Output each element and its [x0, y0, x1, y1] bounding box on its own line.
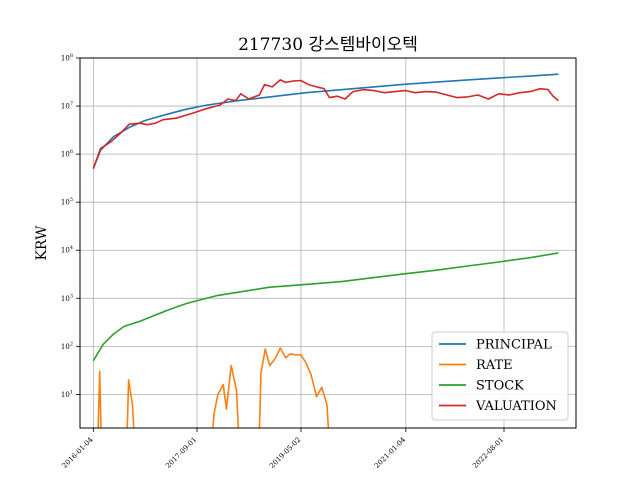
- legend-label-rate: RATE: [476, 358, 513, 373]
- y-tick-label: 102: [61, 341, 73, 351]
- y-tick-label: 108: [61, 53, 73, 63]
- plot-series: [92, 73, 559, 428]
- y-tick-label: 106: [61, 149, 73, 159]
- y-tick-label: 107: [61, 101, 73, 111]
- plot-frame: [79, 57, 577, 429]
- y-tick-label: 103: [61, 293, 73, 303]
- legend-label-valuation: VALUATION: [475, 399, 557, 414]
- y-axis-label: KRW: [34, 225, 50, 261]
- legend: PRINCIPAL RATE STOCK VALUATION: [431, 331, 569, 421]
- series-line-valuation: [92, 79, 559, 169]
- y-tick-label: 101: [61, 389, 73, 399]
- series-line-stock: [92, 252, 559, 362]
- legend-box: [431, 331, 569, 421]
- y-tick-label: 104: [61, 245, 73, 255]
- series-line-rate: [126, 379, 135, 428]
- series-line-principal: [92, 73, 559, 169]
- y-axis: 101 102 103 104 105 106 107 108: [61, 53, 80, 399]
- legend-label-principal: PRINCIPAL: [476, 338, 552, 353]
- series-line-rate: [258, 347, 330, 428]
- series-line-rate: [211, 364, 240, 428]
- chart-title: 217730 강스템바이오텍: [238, 35, 418, 55]
- grid: [80, 57, 576, 428]
- y-tick-label: 105: [61, 197, 73, 207]
- legend-label-stock: STOCK: [476, 379, 524, 394]
- series-line-rate: [97, 370, 102, 428]
